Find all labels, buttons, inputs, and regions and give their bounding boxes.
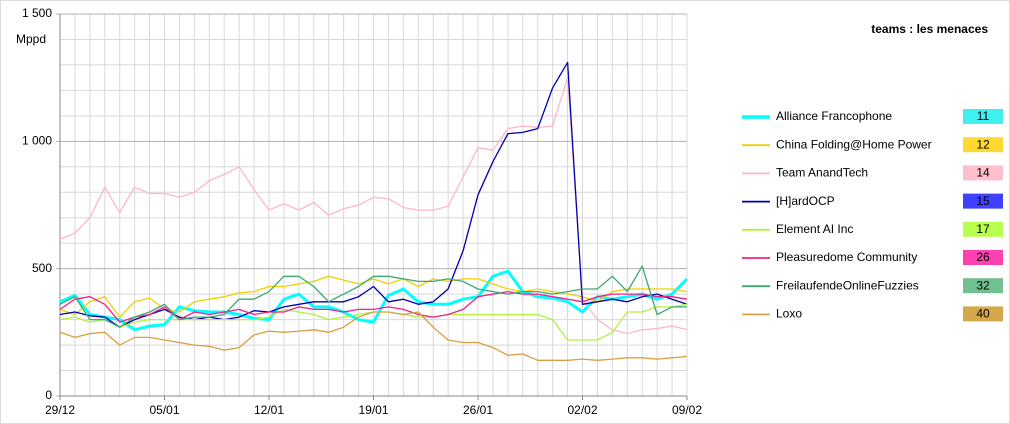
legend-label: FreilaufendeOnlineFuzzies xyxy=(776,278,919,292)
y-tick-label: 1 000 xyxy=(22,134,52,148)
series-line xyxy=(59,61,688,328)
rank-label: 32 xyxy=(976,278,990,292)
chart-title: teams : les menaces xyxy=(871,22,988,36)
x-tick-label: 29/12 xyxy=(45,403,75,417)
rank-box xyxy=(963,306,1003,322)
legend-label: Team AnandTech xyxy=(776,166,868,180)
series-line xyxy=(59,290,688,323)
rank-label: 26 xyxy=(976,250,990,264)
y-tick-label: 0 xyxy=(45,388,52,402)
rank-box xyxy=(963,165,1003,181)
rank-box xyxy=(963,137,1003,153)
rank-label: 17 xyxy=(976,222,990,236)
rank-box xyxy=(963,278,1003,294)
x-tick-label: 26/01 xyxy=(463,403,493,417)
legend-label: China Folding@Home Power xyxy=(776,137,932,151)
y-tick-label: 1 500 xyxy=(22,6,52,20)
rank-label: 15 xyxy=(976,194,990,208)
x-tick-label: 19/01 xyxy=(358,403,388,417)
y-axis-label: Mppd xyxy=(16,32,46,46)
series-line xyxy=(59,269,689,332)
x-tick-label: 05/01 xyxy=(149,403,179,417)
rank-label: 11 xyxy=(977,109,990,123)
legend-label: Loxo xyxy=(776,307,802,321)
rank-box xyxy=(963,109,1003,124)
x-tick-label: 02/02 xyxy=(567,403,597,417)
rank-label: 12 xyxy=(976,137,990,151)
series-line xyxy=(59,311,688,361)
legend-label: Element AI Inc xyxy=(776,222,853,236)
rank-box xyxy=(963,221,1003,237)
legend-label: Alliance Francophone xyxy=(776,109,892,123)
rank-box xyxy=(963,250,1003,265)
rank-label: 40 xyxy=(976,307,990,321)
x-tick-label: 09/02 xyxy=(672,403,702,417)
legend-label: [H]ardOCP xyxy=(776,194,835,208)
y-tick-label: 500 xyxy=(32,261,52,275)
x-tick-label: 12/01 xyxy=(254,403,284,417)
series-line xyxy=(59,265,687,328)
rank-label: 14 xyxy=(976,166,990,180)
rank-box xyxy=(963,193,1003,209)
legend-label: Pleasuredome Community xyxy=(776,250,917,264)
